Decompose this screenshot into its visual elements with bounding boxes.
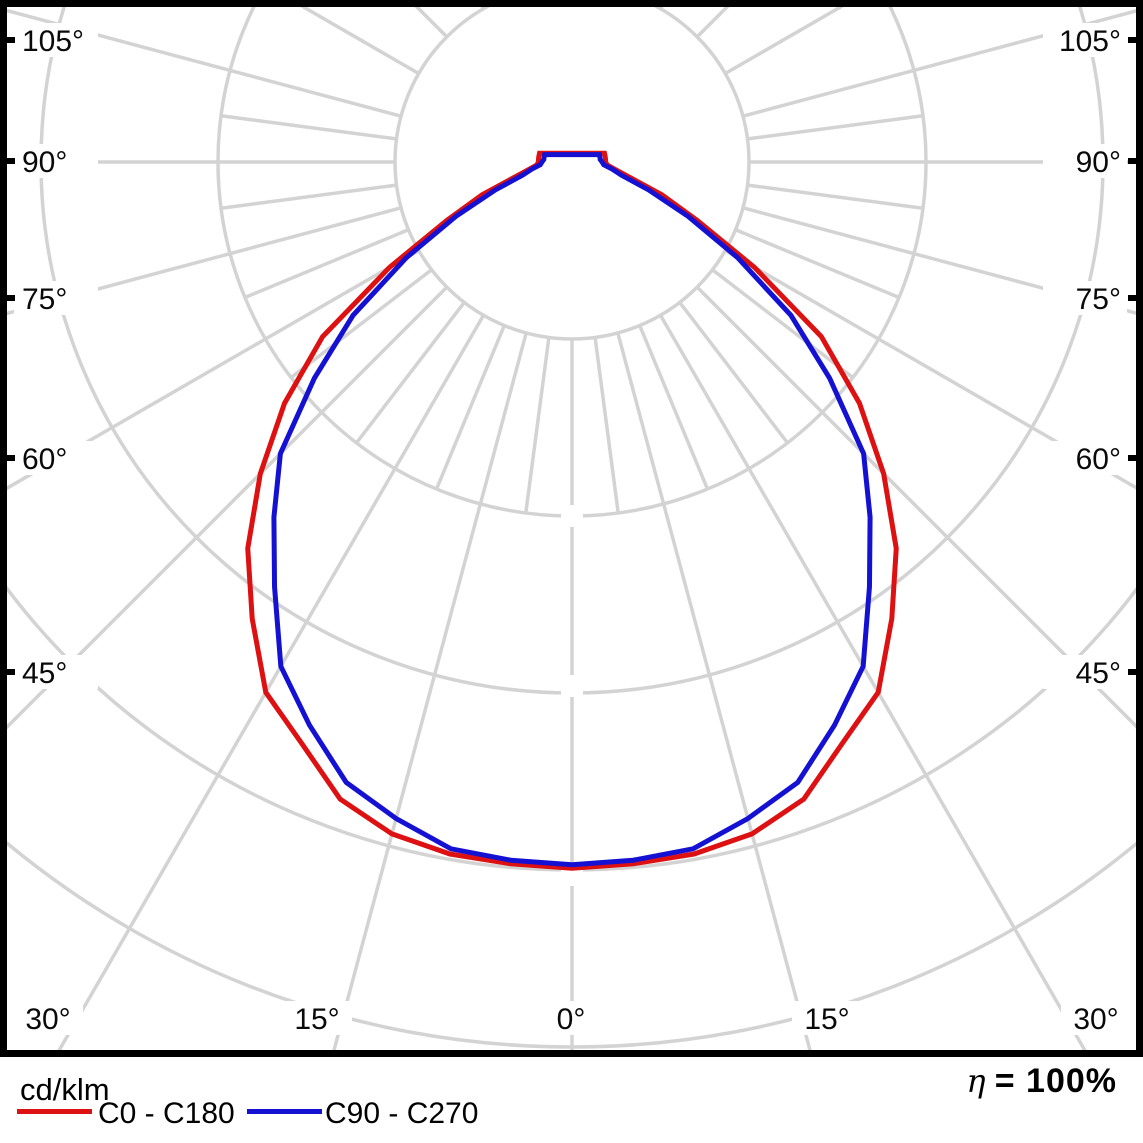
angle-tick-label: 15° [804,1003,849,1036]
angle-tick-bg [1043,441,1127,475]
angle-tick-label: 105° [22,25,84,58]
grid-fine-radial-line [355,301,466,444]
legend-label-c90-c270: C90 - C270 [325,1097,479,1130]
frame-tick [1128,37,1136,43]
angle-tick-label: 60° [1076,443,1121,476]
angle-tick-bg [1043,281,1127,315]
grid-radial-line [658,314,1087,1050]
angle-tick-bg [14,23,98,57]
angle-tick-bg [1043,23,1127,57]
grid-gap [561,685,583,701]
frame-tick [7,669,15,675]
grid-radial-line [332,332,528,1050]
legend-label-c0-c180: C0 - C180 [98,1097,235,1130]
grid-radial-line [742,206,1136,315]
grid-fine-radial-line [244,228,410,300]
frame-tick [7,158,15,164]
angle-tick-bg [282,1001,352,1035]
angle-tick-label: 60° [22,443,67,476]
grid-fine-radial-line [711,268,854,379]
angle-tick-bg [536,1001,606,1035]
frame-tick [1128,295,1136,301]
angle-tick-label: 75° [1076,283,1121,316]
grid-radial-line [57,314,486,1050]
grid-radial-line [7,206,402,316]
grid-fine-radial-line [734,228,900,300]
curve-c90-c270 [271,152,873,868]
angle-tick-label: 90° [1076,146,1121,179]
grid-fine-radial-line [290,268,433,379]
angle-tick-bg [14,441,98,475]
grid-fine-radial-line [678,301,789,444]
angle-tick-label: 45° [1076,657,1121,690]
angle-tick-label: 30° [1073,1003,1118,1036]
polar-plot-frame: 105° 90° 75° 60° 45° 105° 90° 75° 60° 45° 30° 15° 0°… [0,0,1143,1057]
grid-radial-line [616,332,812,1050]
angle-tick-bg [14,281,98,315]
plot-area: 105° 90° 75° 60° 45° 105° 90° 75° 60° 45° 30° 15° 0°… [7,7,1136,1050]
angle-tick-bg [792,1001,862,1035]
grid-fine-radial-line [638,324,710,490]
angle-tick-label: 105° [1059,25,1121,58]
frame-tick [1128,455,1136,461]
frame-tick [1128,158,1136,164]
grid-radial-line [724,248,1136,490]
grid-radial-line [7,8,402,118]
grid-fine-radial-line [747,114,924,141]
radial-unit-label: cd/klm [20,1072,110,1107]
frame-tick [7,295,15,301]
grid-fine-radial-line [434,324,506,490]
angle-tick-bg [13,1001,83,1035]
legend-swatch-c90-c270 [247,1109,322,1114]
grid-fine-radial-line [593,337,620,514]
frame-tick [1128,669,1136,675]
frame-tick [7,37,15,43]
angle-tick-label: 30° [25,1003,70,1036]
grid-radial-line [7,248,420,491]
polar-chart: 105° 90° 75° 60° 45° 105° 90° 75° 60° 45° 30° 15° 0°… [0,0,1143,1057]
angle-tick-label: 90° [22,146,67,179]
grid-ring [393,7,751,341]
eta-symbol: η [966,1062,986,1100]
angle-tick-bg [1043,144,1127,178]
angle-tick-label: 0° [557,1003,586,1036]
angle-tick-label: 45° [22,657,67,690]
legend: C0 - C180 C90 - C270 [0,1096,600,1136]
grid-fine-radial-line [747,183,924,210]
plot-border [0,0,1143,1057]
grid-gap [561,508,583,524]
angle-tick-bg [14,144,98,178]
angle-tick-bg [1061,1001,1131,1035]
frame-tick [7,455,15,461]
legend-swatch-c0-c180 [17,1109,92,1114]
angle-tick-label: 15° [294,1003,339,1036]
grid-radial-line [742,9,1136,118]
grid-fine-radial-line [220,114,397,141]
angle-tick-bg [1043,655,1127,689]
angle-tick-bg [14,655,98,689]
grid-fine-radial-line [524,337,551,514]
angle-tick-label: 75° [22,283,67,316]
efficiency-label: η = 100% [966,1062,1117,1101]
eta-value: = 100% [994,1062,1117,1100]
grid-fine-radial-line [220,183,397,210]
